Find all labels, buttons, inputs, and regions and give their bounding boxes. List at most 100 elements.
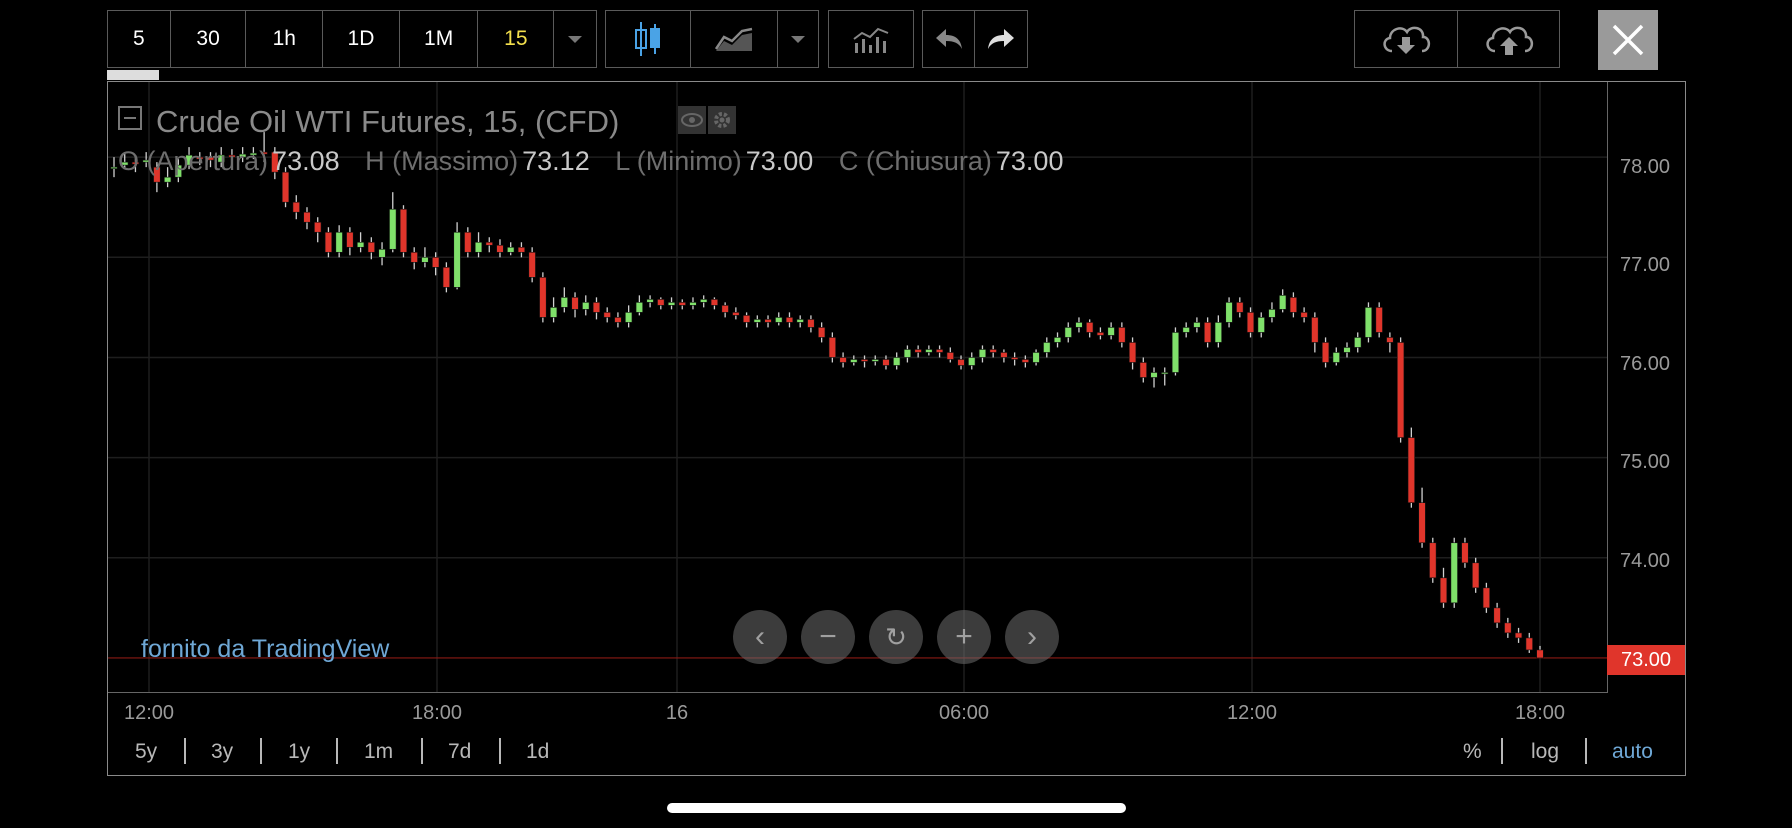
close-button[interactable] (1598, 10, 1658, 70)
candle-body-up (968, 357, 976, 366)
candle-body-up (753, 319, 761, 323)
candle-body-up (796, 319, 804, 323)
percent-scale-toggle[interactable]: % (1463, 740, 1482, 763)
candle (131, 155, 140, 173)
candle (1075, 317, 1083, 333)
save-chart-button[interactable] (1458, 11, 1559, 67)
candle-body-down (1139, 362, 1147, 378)
candle-body-down (206, 156, 215, 161)
price-axis-label: 77.00 (1620, 254, 1671, 276)
candle-body-down (732, 312, 740, 316)
candle (635, 295, 643, 316)
candle (850, 355, 858, 366)
interval-1m-button[interactable]: 1M (399, 11, 479, 67)
attribution-link[interactable]: fornito da TradingView (141, 635, 390, 663)
candle-body-down (1300, 312, 1308, 318)
range-3y[interactable]: 3y (211, 740, 234, 763)
zoom-in-button[interactable]: + (937, 610, 991, 664)
candle (442, 262, 450, 293)
cloud-download-icon (1383, 26, 1431, 54)
candle (775, 312, 783, 326)
interval-dropdown-button[interactable] (554, 11, 596, 67)
zoom-out-button[interactable]: − (801, 610, 855, 664)
candle (453, 222, 461, 290)
scroll-right-button[interactable]: › (1005, 610, 1059, 664)
divider (1501, 738, 1503, 764)
candlestick-style-button[interactable] (606, 11, 691, 67)
range-7d[interactable]: 7d (448, 740, 472, 763)
redo-button[interactable] (975, 11, 1027, 67)
candlestick-icon (635, 22, 660, 56)
interval-1h-button[interactable]: 1h (246, 11, 324, 67)
candle-body-down (764, 319, 772, 323)
range-5y[interactable]: 5y (135, 740, 158, 763)
candle (807, 315, 815, 333)
candle (582, 295, 590, 316)
candle (1021, 355, 1029, 368)
reset-button[interactable]: ↻ (869, 610, 923, 664)
interval-15-button[interactable]: 15 (478, 11, 555, 67)
candle (1375, 302, 1383, 338)
candle-body-up (1225, 302, 1233, 323)
interval-30-button[interactable]: 30 (170, 11, 247, 67)
candle (978, 345, 987, 363)
candle (174, 159, 182, 183)
candle-body-down (721, 305, 729, 313)
candle (1182, 322, 1190, 338)
candle-body-down (1525, 637, 1533, 651)
candle-body-down (989, 349, 997, 353)
candle-body-down (914, 349, 922, 353)
minus-icon: − (819, 620, 837, 653)
candle-body-up (700, 299, 708, 303)
time-axis-label: 18:00 (1514, 702, 1566, 724)
candle-body-up (356, 241, 365, 248)
candle (742, 312, 751, 328)
visibility-toggle[interactable] (678, 106, 706, 134)
candle-body-up (1343, 347, 1351, 353)
candle (1053, 332, 1062, 348)
auto-scale-toggle[interactable]: auto (1612, 740, 1653, 763)
candle-body-down (1096, 332, 1105, 336)
interval-1d-button[interactable]: 1D (323, 11, 400, 67)
load-chart-button[interactable] (1355, 11, 1458, 67)
range-1d[interactable]: 1d (526, 740, 550, 763)
candle (1439, 567, 1448, 608)
gear-icon (714, 112, 730, 128)
indicators-button[interactable] (829, 11, 913, 67)
candle (421, 247, 429, 268)
range-1m[interactable]: 1m (364, 740, 394, 763)
line-style-button[interactable] (691, 11, 778, 67)
price-plot[interactable] (108, 82, 1608, 693)
candle-body-up (1354, 337, 1362, 348)
candle-body-down (1086, 322, 1094, 333)
price-axis-label: 76.00 (1620, 353, 1671, 375)
candle-body-up (507, 246, 515, 253)
settings-button[interactable] (708, 106, 736, 134)
chevron-down-icon (791, 35, 805, 43)
candle (1396, 337, 1405, 443)
range-1y[interactable]: 1y (288, 740, 311, 763)
legend-collapse-button[interactable] (118, 106, 142, 130)
chart-area[interactable]: Crude Oil WTI Futures, 15, (CFD) O (Aper… (107, 81, 1686, 776)
scroll-indicator[interactable] (107, 70, 159, 80)
candle-body-up (635, 302, 643, 313)
candle (367, 237, 375, 260)
interval-5-button[interactable]: 5 (108, 11, 171, 67)
candle-body-down (399, 208, 408, 253)
candle-body-up (1257, 317, 1265, 333)
candle-body-up (110, 166, 118, 169)
log-scale-toggle[interactable]: log (1531, 740, 1560, 763)
candle-body-up (893, 357, 901, 366)
candle-body-up (549, 307, 558, 318)
candle-body-up (1450, 542, 1458, 604)
candle-body-down (260, 151, 268, 155)
scroll-left-button[interactable]: ‹ (733, 610, 787, 664)
candle (1525, 632, 1533, 653)
candle-body-up (185, 154, 193, 166)
candle-body-down (603, 312, 611, 318)
last-price-badge: 73.00 (1607, 645, 1685, 675)
candle (1354, 332, 1362, 353)
candle-body-down (228, 154, 236, 158)
undo-button[interactable] (923, 11, 975, 67)
style-dropdown-button[interactable] (778, 11, 818, 67)
